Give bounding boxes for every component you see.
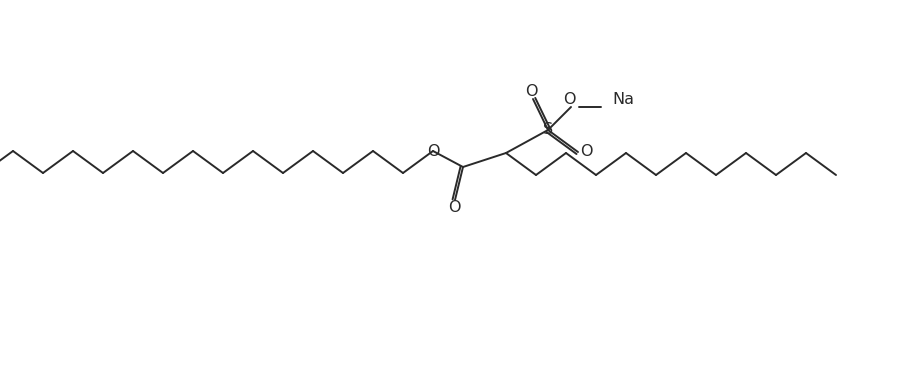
Text: Na: Na	[612, 91, 634, 106]
Text: S: S	[543, 123, 553, 137]
Text: O: O	[427, 144, 439, 159]
Text: O: O	[580, 144, 593, 159]
Text: O: O	[448, 200, 460, 216]
Text: O: O	[563, 91, 575, 106]
Text: O: O	[525, 84, 537, 99]
